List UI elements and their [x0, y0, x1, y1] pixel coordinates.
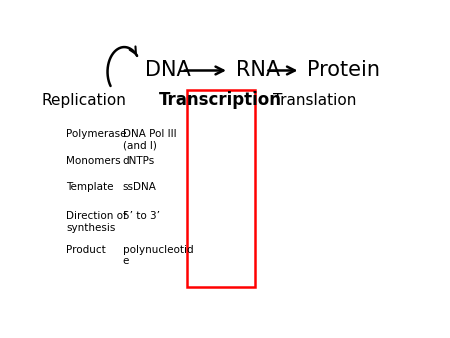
Text: 5’ to 3’: 5’ to 3’	[122, 211, 159, 221]
Text: polynucleotid
e: polynucleotid e	[122, 245, 193, 266]
Text: Replication: Replication	[41, 93, 126, 108]
Text: Polymerase: Polymerase	[66, 129, 126, 139]
Text: DNA: DNA	[145, 61, 191, 80]
Text: Translation: Translation	[273, 93, 356, 108]
Text: Monomers: Monomers	[66, 156, 121, 166]
Text: Transcription: Transcription	[159, 91, 282, 110]
Text: ssDNA: ssDNA	[122, 183, 157, 192]
Text: Direction of
synthesis: Direction of synthesis	[66, 211, 127, 233]
Text: Template: Template	[66, 183, 113, 192]
Text: DNA Pol III
(and I): DNA Pol III (and I)	[122, 129, 176, 151]
Text: dNTPs: dNTPs	[122, 156, 155, 166]
Text: Product: Product	[66, 245, 106, 255]
Text: Protein: Protein	[307, 61, 380, 80]
Bar	[187, 90, 255, 287]
Text: RNA: RNA	[236, 61, 280, 80]
